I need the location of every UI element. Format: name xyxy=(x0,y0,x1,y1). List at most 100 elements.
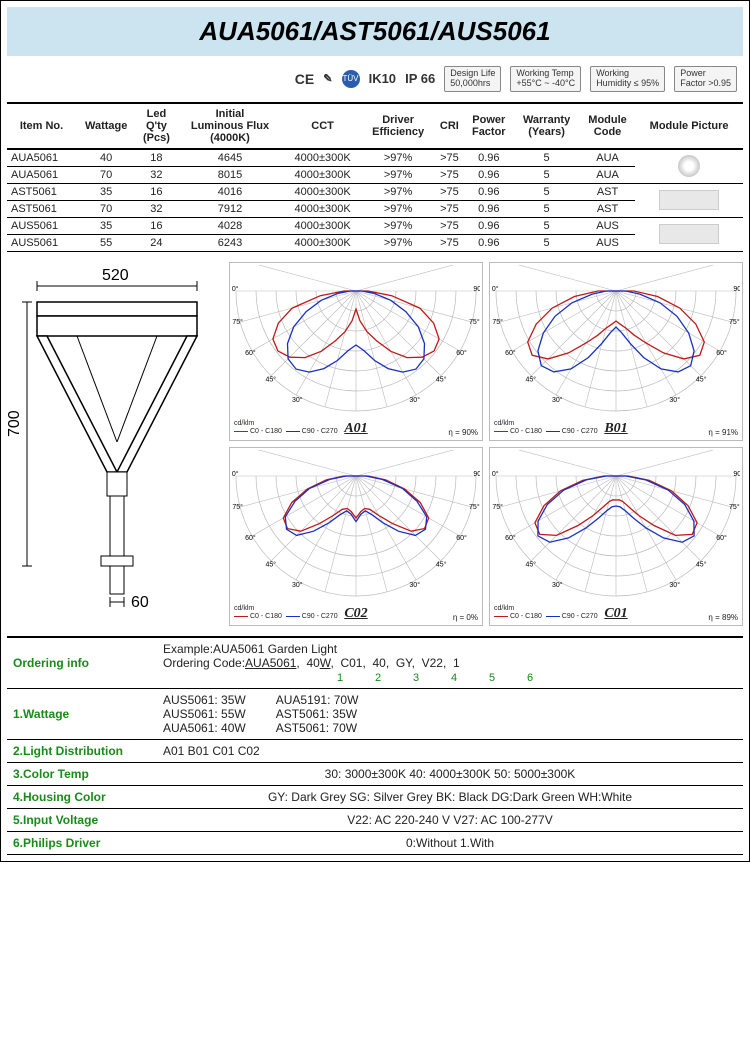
dimension-drawing: 520 700 xyxy=(7,262,225,626)
spec-cell: 6243 xyxy=(177,234,284,251)
spec-cell: 8015 xyxy=(177,166,284,183)
module-picture-cell xyxy=(635,183,743,217)
svg-text:90°: 90° xyxy=(232,470,239,478)
svg-text:30°: 30° xyxy=(669,581,680,589)
svg-text:90°: 90° xyxy=(492,285,499,293)
spec-cell: 5 xyxy=(513,183,580,200)
spec-cell: 5 xyxy=(513,234,580,251)
spec-row: AUA5061703280154000±300K>97%>750.965AUA xyxy=(7,166,743,183)
spec-cell: AST xyxy=(580,200,635,217)
spec-header-cell: Wattage xyxy=(76,103,136,149)
ordering-section-label: 6.Philips Driver xyxy=(7,831,157,854)
spec-cell: 0.96 xyxy=(464,234,513,251)
svg-text:45°: 45° xyxy=(525,560,536,568)
ik-rating: IK10 xyxy=(369,71,396,86)
polar-efficiency: η = 90% xyxy=(448,428,478,437)
spec-row: AUS5061552462434000±300K>97%>750.965AUS xyxy=(7,234,743,251)
svg-text:60°: 60° xyxy=(505,534,516,542)
svg-text:45°: 45° xyxy=(696,375,707,383)
polar-chart-B01: 105°105°90°90°75°75°60°60°45°45°30°30°cd… xyxy=(489,262,743,441)
spec-header-row: Item No.WattageLed Q'ty (Pcs)Initial Lum… xyxy=(7,103,743,149)
spec-cell: 4028 xyxy=(177,217,284,234)
spec-header-cell: Warranty (Years) xyxy=(513,103,580,149)
spec-cell: >97% xyxy=(362,149,435,167)
humidity-badge: Working Humidity ≤ 95% xyxy=(590,66,665,92)
spec-cell: >97% xyxy=(362,166,435,183)
ip-rating: IP 66 xyxy=(405,71,435,86)
spec-cell: 0.96 xyxy=(464,200,513,217)
ordering-section-label: 2.Light Distribution xyxy=(7,739,157,762)
svg-text:60°: 60° xyxy=(245,349,256,357)
spec-cell: AUS xyxy=(580,234,635,251)
spec-cell: >75 xyxy=(434,166,464,183)
spec-cell: 4000±300K xyxy=(283,217,361,234)
ordering-info-label: Ordering info xyxy=(7,637,157,689)
spec-cell: 5 xyxy=(513,200,580,217)
spec-cell: AUA xyxy=(580,149,635,167)
polar-chart-C01: 105°105°90°90°75°75°60°60°45°45°30°30°cd… xyxy=(489,447,743,626)
spec-cell: 16 xyxy=(136,217,176,234)
spec-row: AUS5061351640284000±300K>97%>750.965AUS xyxy=(7,217,743,234)
spec-cell: 55 xyxy=(76,234,136,251)
svg-text:90°: 90° xyxy=(232,285,239,293)
spec-cell: 32 xyxy=(136,166,176,183)
spec-cell: >97% xyxy=(362,234,435,251)
svg-text:45°: 45° xyxy=(436,560,447,568)
spec-header-cell: Initial Luminous Flux (4000K) xyxy=(177,103,284,149)
spec-cell: 70 xyxy=(76,166,136,183)
spec-cell: 0.96 xyxy=(464,217,513,234)
polar-chart-C02: 105°105°90°90°75°75°60°60°45°45°30°30°cd… xyxy=(229,447,483,626)
polar-chart-A01: 105°105°90°90°75°75°60°60°45°45°30°30°cd… xyxy=(229,262,483,441)
polar-legend: cd/klmC0 - C180 C90 - C270 xyxy=(234,605,338,622)
svg-text:75°: 75° xyxy=(232,318,243,326)
spec-cell: AUS5061 xyxy=(7,217,76,234)
ordering-section-content: V22: AC 220-240 V V27: AC 100-277V xyxy=(157,808,743,831)
spec-header-cell: Led Q'ty (Pcs) xyxy=(136,103,176,149)
svg-text:30°: 30° xyxy=(292,581,303,589)
spec-cell: AUS xyxy=(580,217,635,234)
polar-label: C02 xyxy=(344,606,367,622)
spec-cell: 4016 xyxy=(177,183,284,200)
svg-text:45°: 45° xyxy=(265,560,276,568)
spec-header-cell: Module Picture xyxy=(635,103,743,149)
svg-text:30°: 30° xyxy=(552,581,563,589)
svg-text:90°: 90° xyxy=(733,285,740,293)
svg-text:45°: 45° xyxy=(525,375,536,383)
design-life-badge: Design Life 50,000hrs xyxy=(444,66,501,92)
spec-cell: 0.96 xyxy=(464,166,513,183)
polar-charts: 105°105°90°90°75°75°60°60°45°45°30°30°cd… xyxy=(229,262,743,626)
svg-text:60°: 60° xyxy=(716,534,727,542)
spec-cell: AST xyxy=(580,183,635,200)
ordering-section-content: GY: Dark Grey SG: Silver Grey BK: Black … xyxy=(157,785,743,808)
spec-header-cell: CCT xyxy=(283,103,361,149)
ordering-section-content: A01 B01 C01 C02 xyxy=(157,739,743,762)
ordering-section-content: 0:Without 1.With xyxy=(157,831,743,854)
diagram-area: 520 700 xyxy=(7,262,743,626)
spec-cell: 4000±300K xyxy=(283,183,361,200)
spec-cell: 0.96 xyxy=(464,183,513,200)
svg-text:90°: 90° xyxy=(473,470,480,478)
polar-efficiency: η = 91% xyxy=(708,428,738,437)
spec-cell: 18 xyxy=(136,149,176,167)
polar-legend: cd/klmC0 - C180 C90 - C270 xyxy=(494,605,598,622)
spec-cell: 4000±300K xyxy=(283,234,361,251)
svg-text:90°: 90° xyxy=(473,285,480,293)
spec-cell: 5 xyxy=(513,149,580,167)
polar-label: B01 xyxy=(604,421,627,437)
polar-efficiency: η = 89% xyxy=(708,613,738,622)
spec-cell: 4000±300K xyxy=(283,166,361,183)
svg-text:30°: 30° xyxy=(292,396,303,404)
spec-cell: 35 xyxy=(76,183,136,200)
spec-row: AST5061351640164000±300K>97%>750.965AST xyxy=(7,183,743,200)
page-title: AUA5061/AST5061/AUS5061 xyxy=(7,7,743,56)
svg-text:30°: 30° xyxy=(409,581,420,589)
ordering-section-content: 30: 3000±300K 40: 4000±300K 50: 5000±300… xyxy=(157,762,743,785)
spec-cell: 35 xyxy=(76,217,136,234)
svg-text:30°: 30° xyxy=(552,396,563,404)
svg-text:60°: 60° xyxy=(716,349,727,357)
dim-width: 520 xyxy=(102,267,129,284)
spec-cell: >75 xyxy=(434,149,464,167)
spec-cell: 4000±300K xyxy=(283,200,361,217)
svg-text:60°: 60° xyxy=(456,534,467,542)
svg-text:75°: 75° xyxy=(232,503,243,511)
